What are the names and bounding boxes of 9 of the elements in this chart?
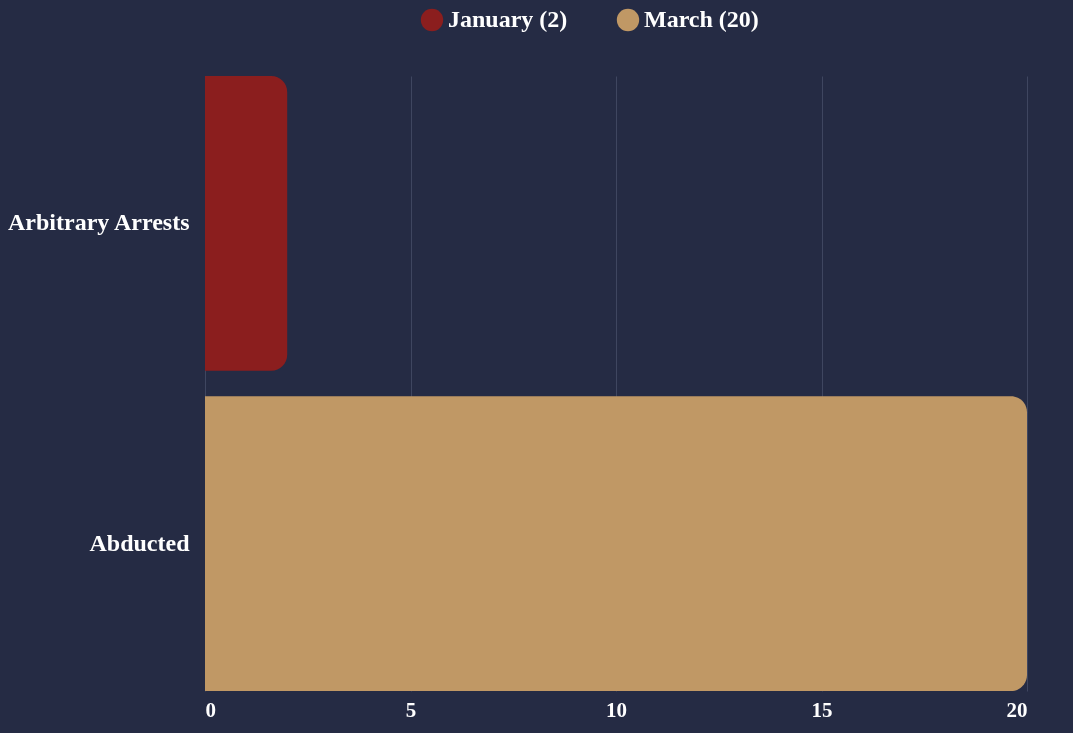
y-tick-label: Arbitrary Arrests — [8, 209, 190, 236]
legend-label: March (20) — [644, 6, 759, 32]
legend-label: January (2) — [448, 6, 568, 32]
y-tick-label: Abducted — [89, 529, 191, 556]
x-tick-label: 10 — [606, 697, 627, 722]
x-tick-label: 15 — [811, 697, 833, 722]
x-tick-label: 5 — [405, 697, 417, 722]
x-tick-label: 0 — [205, 697, 216, 722]
x-tick-label: 20 — [1006, 697, 1028, 722]
